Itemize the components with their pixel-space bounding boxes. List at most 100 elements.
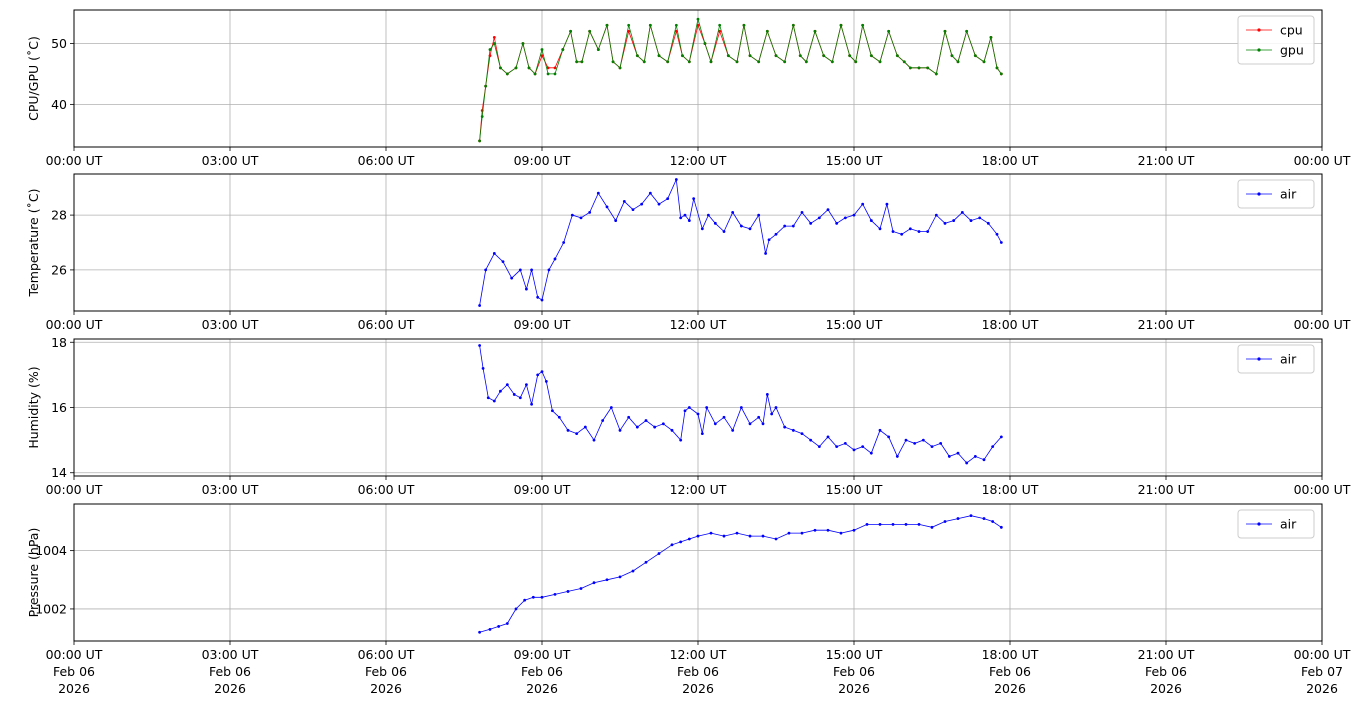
data-point-air (878, 428, 882, 432)
data-point-air (869, 219, 873, 222)
data-point-air (774, 537, 778, 541)
data-point-gpu (569, 29, 572, 33)
data-point-gpu (783, 60, 787, 64)
data-point-air (991, 445, 995, 449)
data-point-air (813, 528, 817, 532)
data-point-gpu (648, 23, 652, 27)
data-point-air (748, 422, 752, 426)
data-point-gpu (499, 66, 502, 70)
x-tick-label: 18:00 UT (982, 482, 1039, 497)
data-point-air (512, 393, 516, 396)
x-tick-year: 2026 (214, 681, 246, 696)
data-point-air (722, 415, 726, 419)
data-point-gpu (895, 54, 899, 58)
data-point-gpu (735, 60, 739, 64)
x-tick-year: 2026 (838, 681, 870, 696)
data-point-air (826, 208, 830, 212)
x-tick-date: Feb 06 (677, 664, 719, 679)
data-point-cpu (492, 36, 496, 39)
data-point-gpu (527, 66, 531, 70)
data-point-gpu (533, 72, 537, 76)
x-tick-date: Feb 07 (1301, 664, 1343, 679)
y-tick-label: 18 (51, 335, 67, 350)
data-point-air (674, 178, 678, 181)
data-point-air (609, 406, 613, 409)
data-point-gpu (627, 23, 631, 27)
x-tick-label: 03:00 UT (202, 317, 259, 332)
data-point-gpu (611, 60, 615, 64)
data-point-air (895, 455, 899, 458)
data-point-air (709, 531, 713, 535)
data-point-air (492, 252, 496, 255)
x-tick-year: 2026 (994, 681, 1026, 696)
data-point-air (765, 393, 769, 396)
legend-marker-gpu (1257, 48, 1261, 52)
data-point-air (683, 213, 687, 217)
x-tick-year: 2026 (58, 681, 90, 696)
data-point-air (505, 383, 509, 387)
data-point-air (518, 268, 522, 272)
data-point-air (557, 415, 561, 419)
data-point-air (700, 432, 704, 435)
data-point-air (575, 432, 579, 435)
data-point-air (478, 304, 481, 307)
x-tick-label: 12:00 UT (670, 153, 727, 168)
data-point-air (540, 370, 544, 374)
data-point-air (530, 402, 533, 406)
data-point-air (891, 523, 895, 526)
data-point-gpu (681, 54, 684, 58)
data-point-gpu (588, 29, 592, 33)
data-point-gpu (982, 60, 986, 64)
data-point-air (774, 406, 778, 409)
x-tick-label: 00:00 UT (1294, 482, 1351, 497)
data-point-air (635, 425, 639, 429)
x-tick-label: 06:00 UT (358, 482, 415, 497)
data-point-gpu (484, 84, 488, 88)
data-point-air (588, 210, 592, 214)
data-point-gpu (822, 54, 826, 58)
data-point-air (605, 205, 609, 209)
data-point-air (995, 232, 999, 236)
data-point-gpu (605, 23, 609, 27)
data-point-gpu (774, 54, 778, 58)
legend-label-air: air (1280, 187, 1297, 202)
data-point-gpu (703, 42, 707, 45)
data-point-air (497, 625, 501, 628)
data-point-air (843, 216, 847, 220)
data-point-air (705, 406, 709, 409)
x-tick-year: 2026 (370, 681, 402, 696)
data-point-air (614, 219, 618, 222)
data-point-air (800, 531, 804, 535)
data-point-air (670, 428, 674, 432)
data-point-air (748, 227, 752, 231)
legend-box (1237, 15, 1315, 65)
data-point-air (579, 216, 583, 220)
data-point-air (978, 216, 982, 220)
data-point-air (722, 230, 726, 233)
data-point-air (627, 415, 631, 419)
data-point-gpu (965, 29, 969, 33)
data-point-cpu (718, 29, 722, 33)
data-point-air (644, 560, 648, 564)
data-point-air (510, 276, 514, 280)
data-point-air (900, 232, 904, 236)
data-point-gpu (830, 60, 834, 64)
data-point-air (707, 213, 710, 217)
data-point-cpu (546, 66, 550, 70)
data-point-air (904, 523, 908, 526)
x-tick-label: 12:00 UT (670, 317, 727, 332)
data-point-air (934, 213, 938, 217)
data-point-air (943, 520, 947, 523)
legend-box (1237, 509, 1315, 539)
data-point-air (700, 227, 704, 231)
series-line-air (479, 345, 1002, 464)
data-point-air (666, 197, 670, 201)
data-point-air (800, 432, 804, 435)
data-point-air (536, 295, 540, 299)
x-tick-date: Feb 06 (833, 664, 875, 679)
data-point-air (644, 419, 648, 422)
data-point-gpu (869, 54, 873, 58)
x-tick-label: 15:00 UT (826, 317, 883, 332)
data-point-air (505, 622, 509, 625)
legend-box (1237, 344, 1315, 374)
